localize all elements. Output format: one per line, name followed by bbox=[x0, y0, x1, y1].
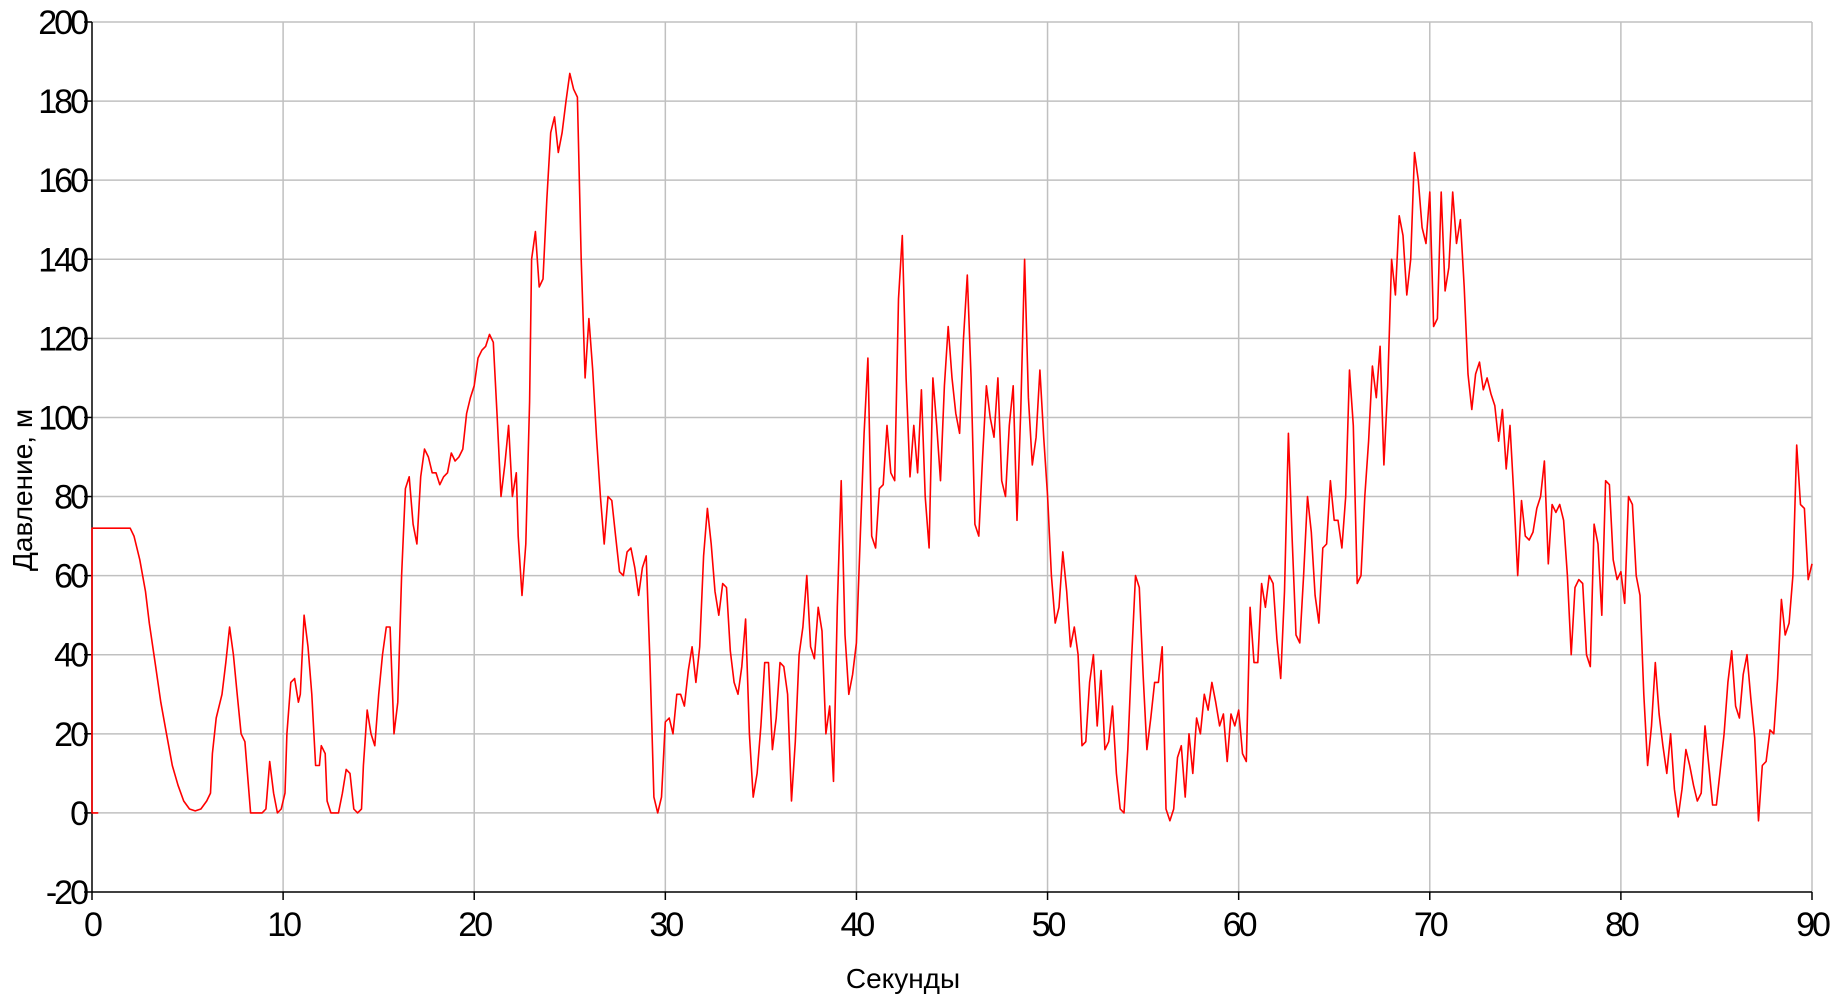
x-tick-label: 50 bbox=[1032, 906, 1066, 944]
series-line bbox=[91, 72, 1813, 822]
x-tick-label: 60 bbox=[1223, 906, 1257, 944]
y-tick-label: 60 bbox=[54, 558, 88, 596]
y-axis-title: Давление, м bbox=[7, 409, 38, 571]
x-tick-label: 80 bbox=[1605, 906, 1639, 944]
y-tick-label: 80 bbox=[54, 479, 88, 517]
data-series bbox=[91, 72, 1813, 822]
y-tick-label: 200 bbox=[38, 4, 88, 42]
y-tick-label: 180 bbox=[38, 83, 88, 121]
x-tick-label: 90 bbox=[1796, 906, 1830, 944]
y-tick-label: 160 bbox=[38, 162, 88, 200]
grid-lines bbox=[92, 21, 1813, 892]
y-tick-label: 0 bbox=[70, 795, 88, 833]
x-tick-label: 20 bbox=[458, 906, 492, 944]
x-tick-label: 0 bbox=[84, 906, 102, 944]
y-tick-labels: -20 0 20 40 60 80 100 120 140 160 180 200 bbox=[38, 4, 91, 912]
x-tick-label: 30 bbox=[649, 906, 683, 944]
y-tick-label: 120 bbox=[38, 320, 88, 358]
y-tick-label: 40 bbox=[54, 637, 88, 675]
x-tick-label: 40 bbox=[841, 906, 875, 944]
x-axis-title: Секунды bbox=[846, 963, 960, 994]
x-tick-label: 70 bbox=[1414, 906, 1448, 944]
y-tick-label: 100 bbox=[38, 399, 88, 437]
x-tick-label: 10 bbox=[267, 906, 301, 944]
y-tick-label: -20 bbox=[46, 874, 88, 912]
y-tick-label: 20 bbox=[54, 716, 88, 754]
x-tick-labels: 0 10 20 30 40 50 60 70 80 90 bbox=[84, 906, 1833, 944]
y-tick-label: 140 bbox=[38, 241, 88, 279]
